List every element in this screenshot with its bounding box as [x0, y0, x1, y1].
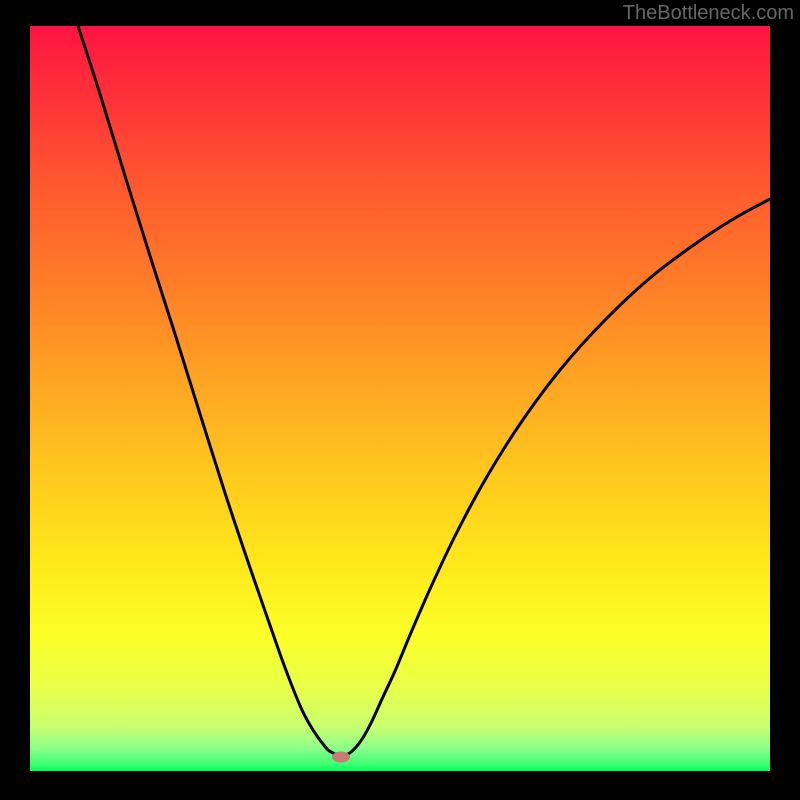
watermark-text: TheBottleneck.com	[623, 2, 794, 25]
bottleneck-curve	[30, 26, 770, 771]
chart-container: TheBottleneck.com	[0, 0, 800, 800]
minimum-marker	[332, 752, 350, 763]
plot-area	[30, 26, 770, 771]
